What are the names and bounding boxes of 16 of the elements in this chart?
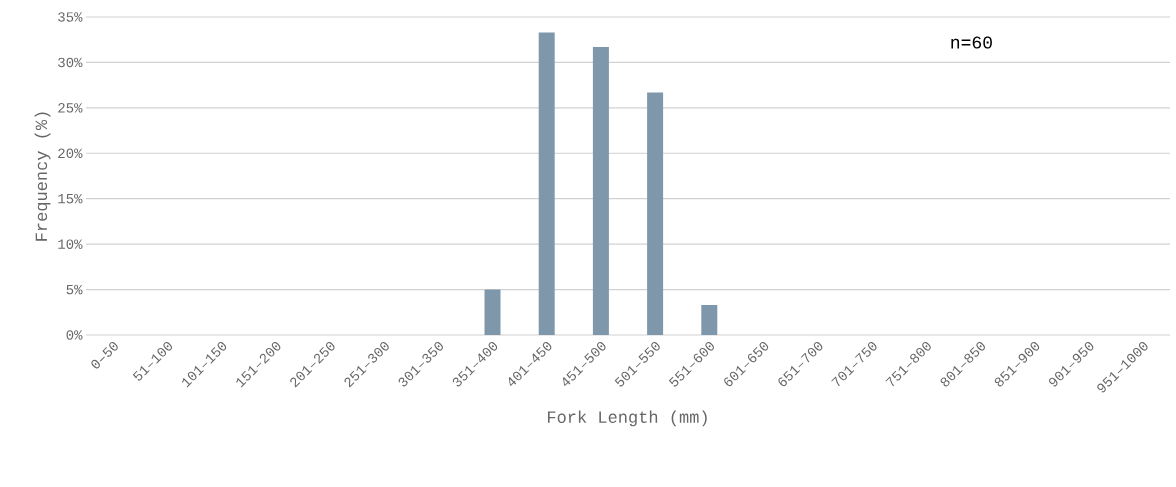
- bar: [484, 289, 501, 335]
- y-axis-title: Frequency (%): [34, 112, 51, 241]
- y-tick-label: 5%: [66, 284, 83, 295]
- bar: [538, 32, 555, 335]
- y-tick-label: 35%: [58, 12, 83, 22]
- y-tick-label: 15%: [58, 193, 83, 204]
- annotation: n=60: [951, 36, 992, 49]
- y-tick-label: 10%: [58, 239, 83, 249]
- bar: [592, 46, 609, 335]
- x-axis-title: Fork Length (mm): [548, 410, 707, 427]
- y-tick-label: 20%: [58, 148, 83, 159]
- bar: [701, 305, 718, 335]
- y-tick-label: 25%: [58, 103, 83, 113]
- bar: [647, 92, 664, 335]
- y-tick-label: 0%: [66, 330, 83, 340]
- y-tick-label: 30%: [58, 57, 83, 68]
